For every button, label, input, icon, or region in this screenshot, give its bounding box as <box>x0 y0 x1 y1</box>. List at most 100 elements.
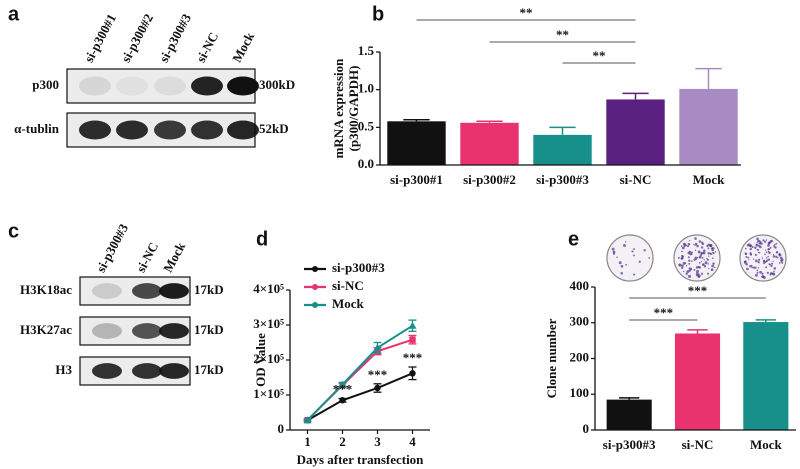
bar <box>460 122 519 165</box>
marker <box>373 343 382 351</box>
colony <box>687 274 691 278</box>
colony <box>756 269 759 272</box>
colony <box>680 257 684 260</box>
bar <box>387 121 446 165</box>
bar <box>606 99 665 165</box>
y-tick-label: 0.5 <box>358 118 375 133</box>
series-line <box>307 372 413 422</box>
y-tick-label: 0 <box>583 421 590 436</box>
colony <box>765 266 768 269</box>
blot-band <box>191 120 223 140</box>
colony <box>638 260 641 263</box>
blot-band <box>116 120 148 140</box>
bar <box>606 399 652 430</box>
colony <box>772 260 774 263</box>
y-tick-label: 2×10⁵ <box>253 351 284 366</box>
colony <box>696 256 699 259</box>
colony <box>711 247 714 249</box>
colony <box>761 257 764 259</box>
x-tick-label: si-p300#3 <box>603 437 656 452</box>
blot-band <box>132 363 162 379</box>
blot-band <box>191 76 223 96</box>
colony <box>688 250 691 253</box>
colony <box>758 251 761 254</box>
colony <box>700 261 703 263</box>
colony <box>706 258 709 261</box>
colony <box>703 259 705 261</box>
blot-band <box>79 76 111 96</box>
colony <box>693 243 695 245</box>
y-tick-label: 1×10⁵ <box>253 386 284 401</box>
dish-image <box>673 234 721 282</box>
colony <box>701 256 704 259</box>
y-tick-label: 0 <box>278 421 285 436</box>
x-tick-label: si-p300#1 <box>390 172 443 187</box>
colony <box>766 271 769 274</box>
colony <box>677 256 680 259</box>
colony <box>772 272 776 276</box>
lane-label: si-p300#3 <box>156 11 194 65</box>
colony <box>680 245 683 247</box>
y-tick-label: 300 <box>570 314 590 329</box>
blot-band <box>154 76 186 96</box>
colony <box>756 241 758 244</box>
colony <box>758 242 761 245</box>
colony <box>684 262 687 264</box>
colony <box>767 247 770 251</box>
colony <box>752 266 756 269</box>
colony <box>694 244 696 246</box>
colony <box>708 267 710 270</box>
colony <box>707 243 711 247</box>
colony <box>755 259 758 263</box>
colony <box>710 252 713 256</box>
colony <box>776 256 779 259</box>
colony <box>681 246 685 250</box>
colony <box>763 240 767 243</box>
y-tick-label: 0.0 <box>358 156 374 171</box>
legend-marker <box>312 302 318 308</box>
colony <box>745 255 748 258</box>
colony <box>688 267 691 270</box>
colony <box>769 273 772 276</box>
significance-label: ** <box>593 48 606 63</box>
colony <box>710 268 714 271</box>
panel-label: b <box>372 3 384 25</box>
significance-label: *** <box>688 283 708 298</box>
blot-band <box>227 120 259 140</box>
row-label: H3K18ac <box>20 282 72 297</box>
colony <box>695 258 698 260</box>
colony <box>767 255 769 258</box>
lane-label: si-NC <box>193 30 221 65</box>
colony <box>765 251 768 254</box>
panel-label: c <box>8 220 19 242</box>
legend-label: si-NC <box>332 278 364 293</box>
colony <box>755 273 758 277</box>
colony <box>707 272 710 275</box>
colony <box>749 247 752 251</box>
colony <box>683 244 686 246</box>
x-tick-label: 1 <box>304 434 311 449</box>
colony <box>699 254 703 257</box>
colony <box>687 243 691 246</box>
colony <box>711 248 714 252</box>
colony <box>696 270 700 273</box>
colony <box>633 254 635 257</box>
colony <box>681 254 684 258</box>
y-axis-label: OD Value <box>253 333 268 387</box>
dish <box>606 234 654 282</box>
colony <box>772 255 776 258</box>
lane-label: si-p300#3 <box>93 221 131 275</box>
colony <box>778 261 781 264</box>
dish-image <box>739 234 787 282</box>
annotation: *** <box>403 350 423 365</box>
colony <box>774 246 777 249</box>
panel-label: e <box>568 228 579 250</box>
colony <box>775 251 779 254</box>
colony <box>680 266 684 270</box>
colony <box>762 276 766 279</box>
colony <box>683 270 685 273</box>
colony <box>686 245 690 248</box>
colony <box>703 265 707 268</box>
colony <box>772 254 775 256</box>
